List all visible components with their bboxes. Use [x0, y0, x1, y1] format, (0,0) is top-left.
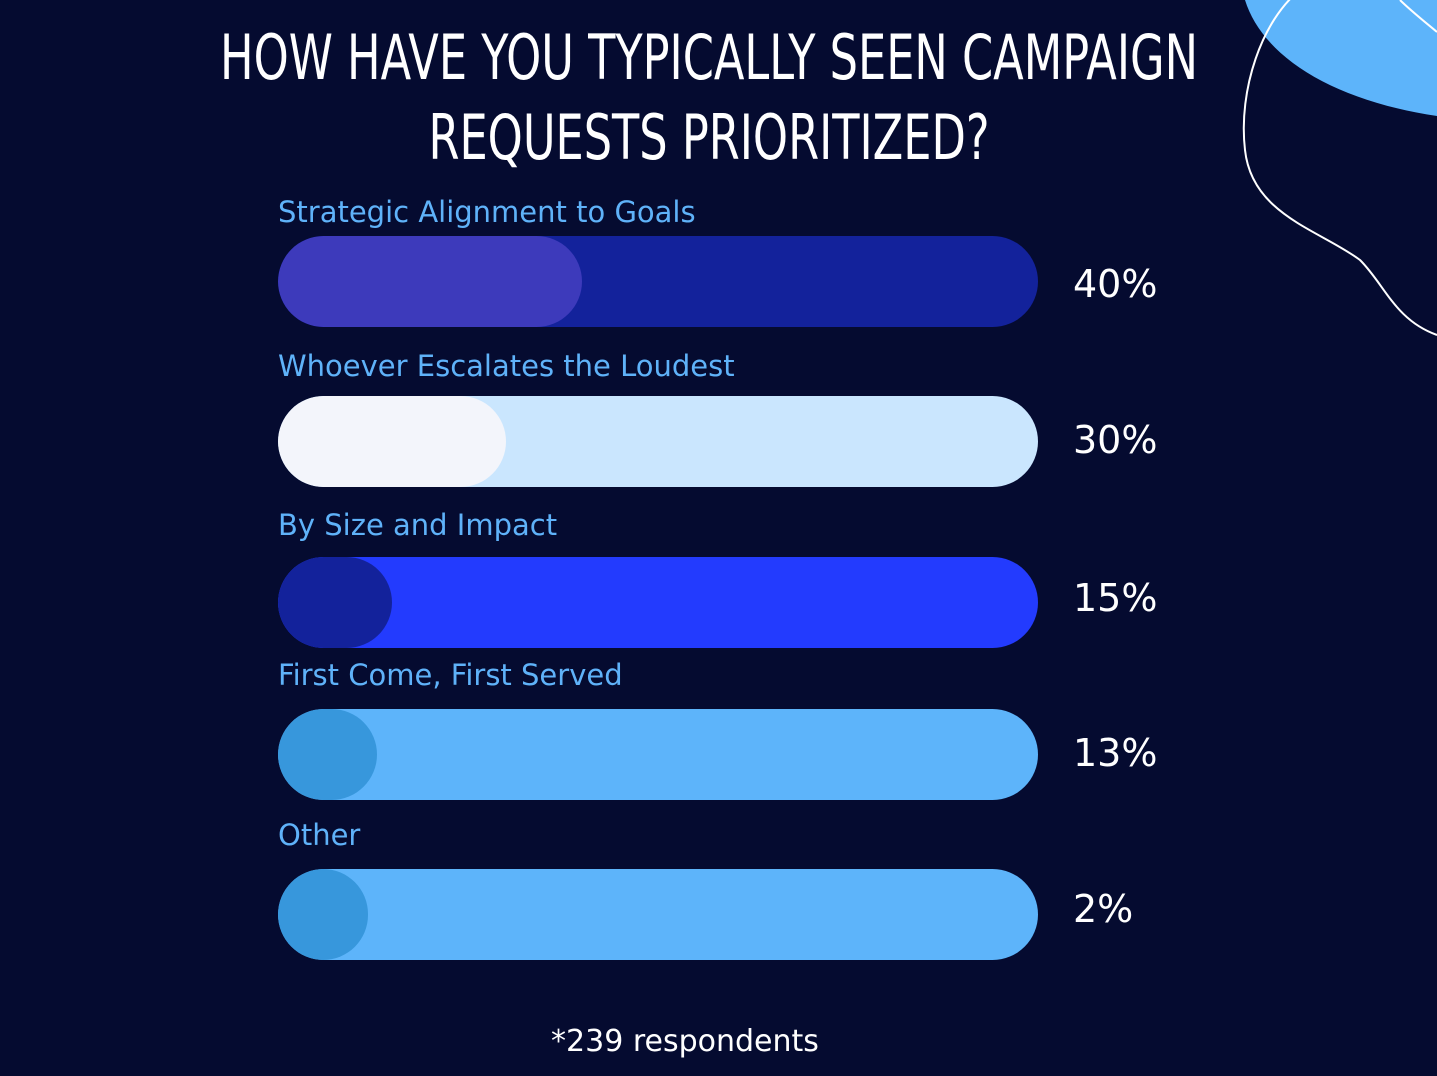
bar-fill	[278, 236, 582, 327]
category-label: First Come, First Served	[278, 658, 623, 692]
decorative-blob	[1245, 0, 1437, 116]
bar-fill	[278, 869, 368, 960]
respondents-footnote: *239 respondents	[551, 1024, 819, 1059]
decorative-curve-line-2	[1399, 0, 1437, 33]
value-label: 13%	[1073, 731, 1158, 775]
value-label: 15%	[1073, 576, 1158, 620]
bar-fill	[278, 557, 392, 648]
chart-title-line-1: HOW HAVE YOU TYPICALLY SEEN CAMPAIGN	[220, 21, 1198, 94]
bar-fill	[278, 396, 506, 487]
bar-track	[278, 396, 1038, 487]
value-label: 40%	[1073, 262, 1158, 306]
bar-track	[278, 869, 1038, 960]
category-label: By Size and Impact	[278, 508, 558, 542]
value-label: 30%	[1073, 418, 1158, 462]
chart-title: HOW HAVE YOU TYPICALLY SEEN CAMPAIGN REQ…	[199, 18, 1220, 178]
bar-track	[278, 709, 1038, 800]
category-label: Strategic Alignment to Goals	[278, 195, 696, 229]
bar-track	[278, 557, 1038, 648]
bar-track	[278, 236, 1038, 327]
value-label: 2%	[1073, 887, 1134, 931]
category-label: Other	[278, 818, 361, 852]
category-label: Whoever Escalates the Loudest	[278, 349, 735, 383]
chart-title-line-2: REQUESTS PRIORITIZED?	[428, 101, 990, 174]
bar-fill	[278, 709, 377, 800]
decorative-curve-line	[1242, 0, 1437, 336]
